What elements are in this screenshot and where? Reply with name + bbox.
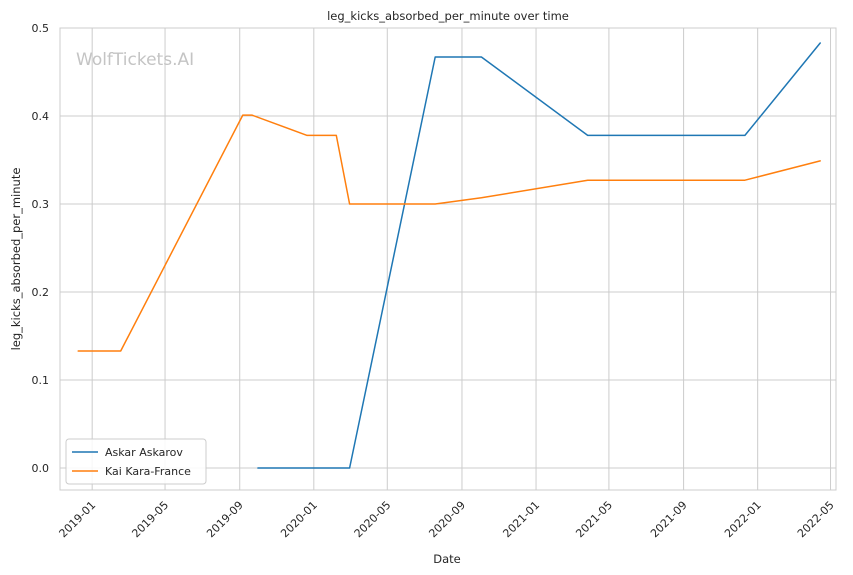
- x-tick-label: 2020-09: [426, 499, 468, 541]
- x-tick-label: 2019-05: [129, 499, 171, 541]
- x-tick-label: 2020-05: [352, 499, 394, 541]
- x-tick-label: 2019-01: [57, 499, 99, 541]
- y-tick-labels: 0.0 0.1 0.2 0.3 0.4 0.5: [32, 22, 50, 475]
- x-tick-label: 2021-05: [573, 499, 615, 541]
- legend-label-kai-kara-france: Kai Kara-France: [105, 465, 191, 478]
- y-tick-label: 0.1: [32, 374, 50, 387]
- legend: Askar Askarov Kai Kara-France: [65, 438, 207, 485]
- series-layer: [77, 42, 821, 469]
- plot-frame: [59, 27, 837, 491]
- plot-area: [60, 28, 836, 490]
- y-axis-title: leg_kicks_absorbed_per_minute: [9, 168, 23, 351]
- legend-box: [65, 438, 207, 485]
- y-tick-label: 0.0: [32, 462, 50, 475]
- x-tick-labels: 2019-01 2019-05 2019-09 2020-01 2020-05 2020-…: [57, 499, 837, 541]
- legend-label-askar-askarov: Askar Askarov: [105, 446, 183, 459]
- x-tick-label: 2020-01: [278, 499, 320, 541]
- x-tick-label: 2022-01: [722, 499, 764, 541]
- y-tick-label: 0.4: [32, 110, 50, 123]
- x-tick-label: 2021-09: [648, 499, 690, 541]
- y-tick-label: 0.3: [32, 198, 50, 211]
- watermark: WolfTickets.AI: [76, 50, 194, 70]
- x-tick-label: 2019-09: [204, 499, 246, 541]
- chart-title: leg_kicks_absorbed_per_minute over time: [327, 9, 569, 23]
- grid-vertical: [91, 28, 832, 490]
- series-line-askar-askarov: [257, 42, 821, 469]
- y-tick-label: 0.5: [32, 22, 50, 35]
- x-tick-label: 2021-01: [500, 499, 542, 541]
- x-axis-title: Date: [433, 552, 461, 566]
- series-line-kai-kara-france: [77, 114, 821, 352]
- x-tick-label: 2022-05: [795, 499, 837, 541]
- y-tick-label: 0.2: [32, 286, 50, 299]
